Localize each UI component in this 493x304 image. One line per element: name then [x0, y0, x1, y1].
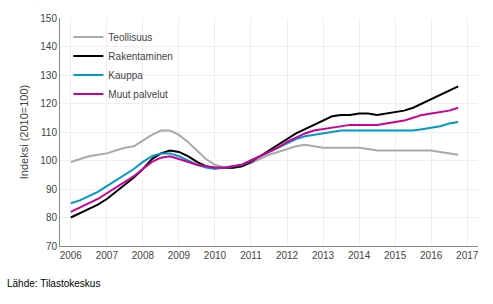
svg-text:2012: 2012 [276, 250, 299, 261]
svg-text:Indeksi (2010=100): Indeksi (2010=100) [18, 85, 30, 179]
svg-text:2010: 2010 [204, 250, 227, 261]
svg-text:80: 80 [46, 212, 58, 223]
svg-text:Teollisuus: Teollisuus [108, 32, 152, 43]
svg-text:130: 130 [40, 70, 57, 81]
svg-text:2008: 2008 [132, 250, 155, 261]
svg-text:70: 70 [46, 241, 58, 252]
svg-text:90: 90 [46, 184, 58, 195]
svg-text:150: 150 [40, 13, 57, 24]
svg-text:110: 110 [41, 127, 57, 138]
svg-text:2014: 2014 [348, 250, 371, 261]
svg-text:2016: 2016 [420, 250, 443, 261]
svg-text:2011: 2011 [240, 250, 262, 261]
svg-text:100: 100 [40, 155, 57, 166]
svg-text:2013: 2013 [312, 250, 335, 261]
svg-text:2017: 2017 [456, 250, 479, 261]
svg-text:2006: 2006 [60, 250, 83, 261]
svg-text:120: 120 [40, 98, 57, 109]
svg-text:2007: 2007 [96, 250, 119, 261]
svg-text:2009: 2009 [168, 250, 191, 261]
svg-text:Kauppa: Kauppa [108, 70, 143, 81]
svg-text:Lähde: Tilastokeskus: Lähde: Tilastokeskus [7, 278, 100, 289]
svg-text:140: 140 [40, 41, 57, 52]
svg-text:Muut palvelut: Muut palvelut [108, 89, 168, 100]
svg-text:Rakentaminen: Rakentaminen [108, 51, 172, 62]
svg-text:2015: 2015 [384, 250, 407, 261]
